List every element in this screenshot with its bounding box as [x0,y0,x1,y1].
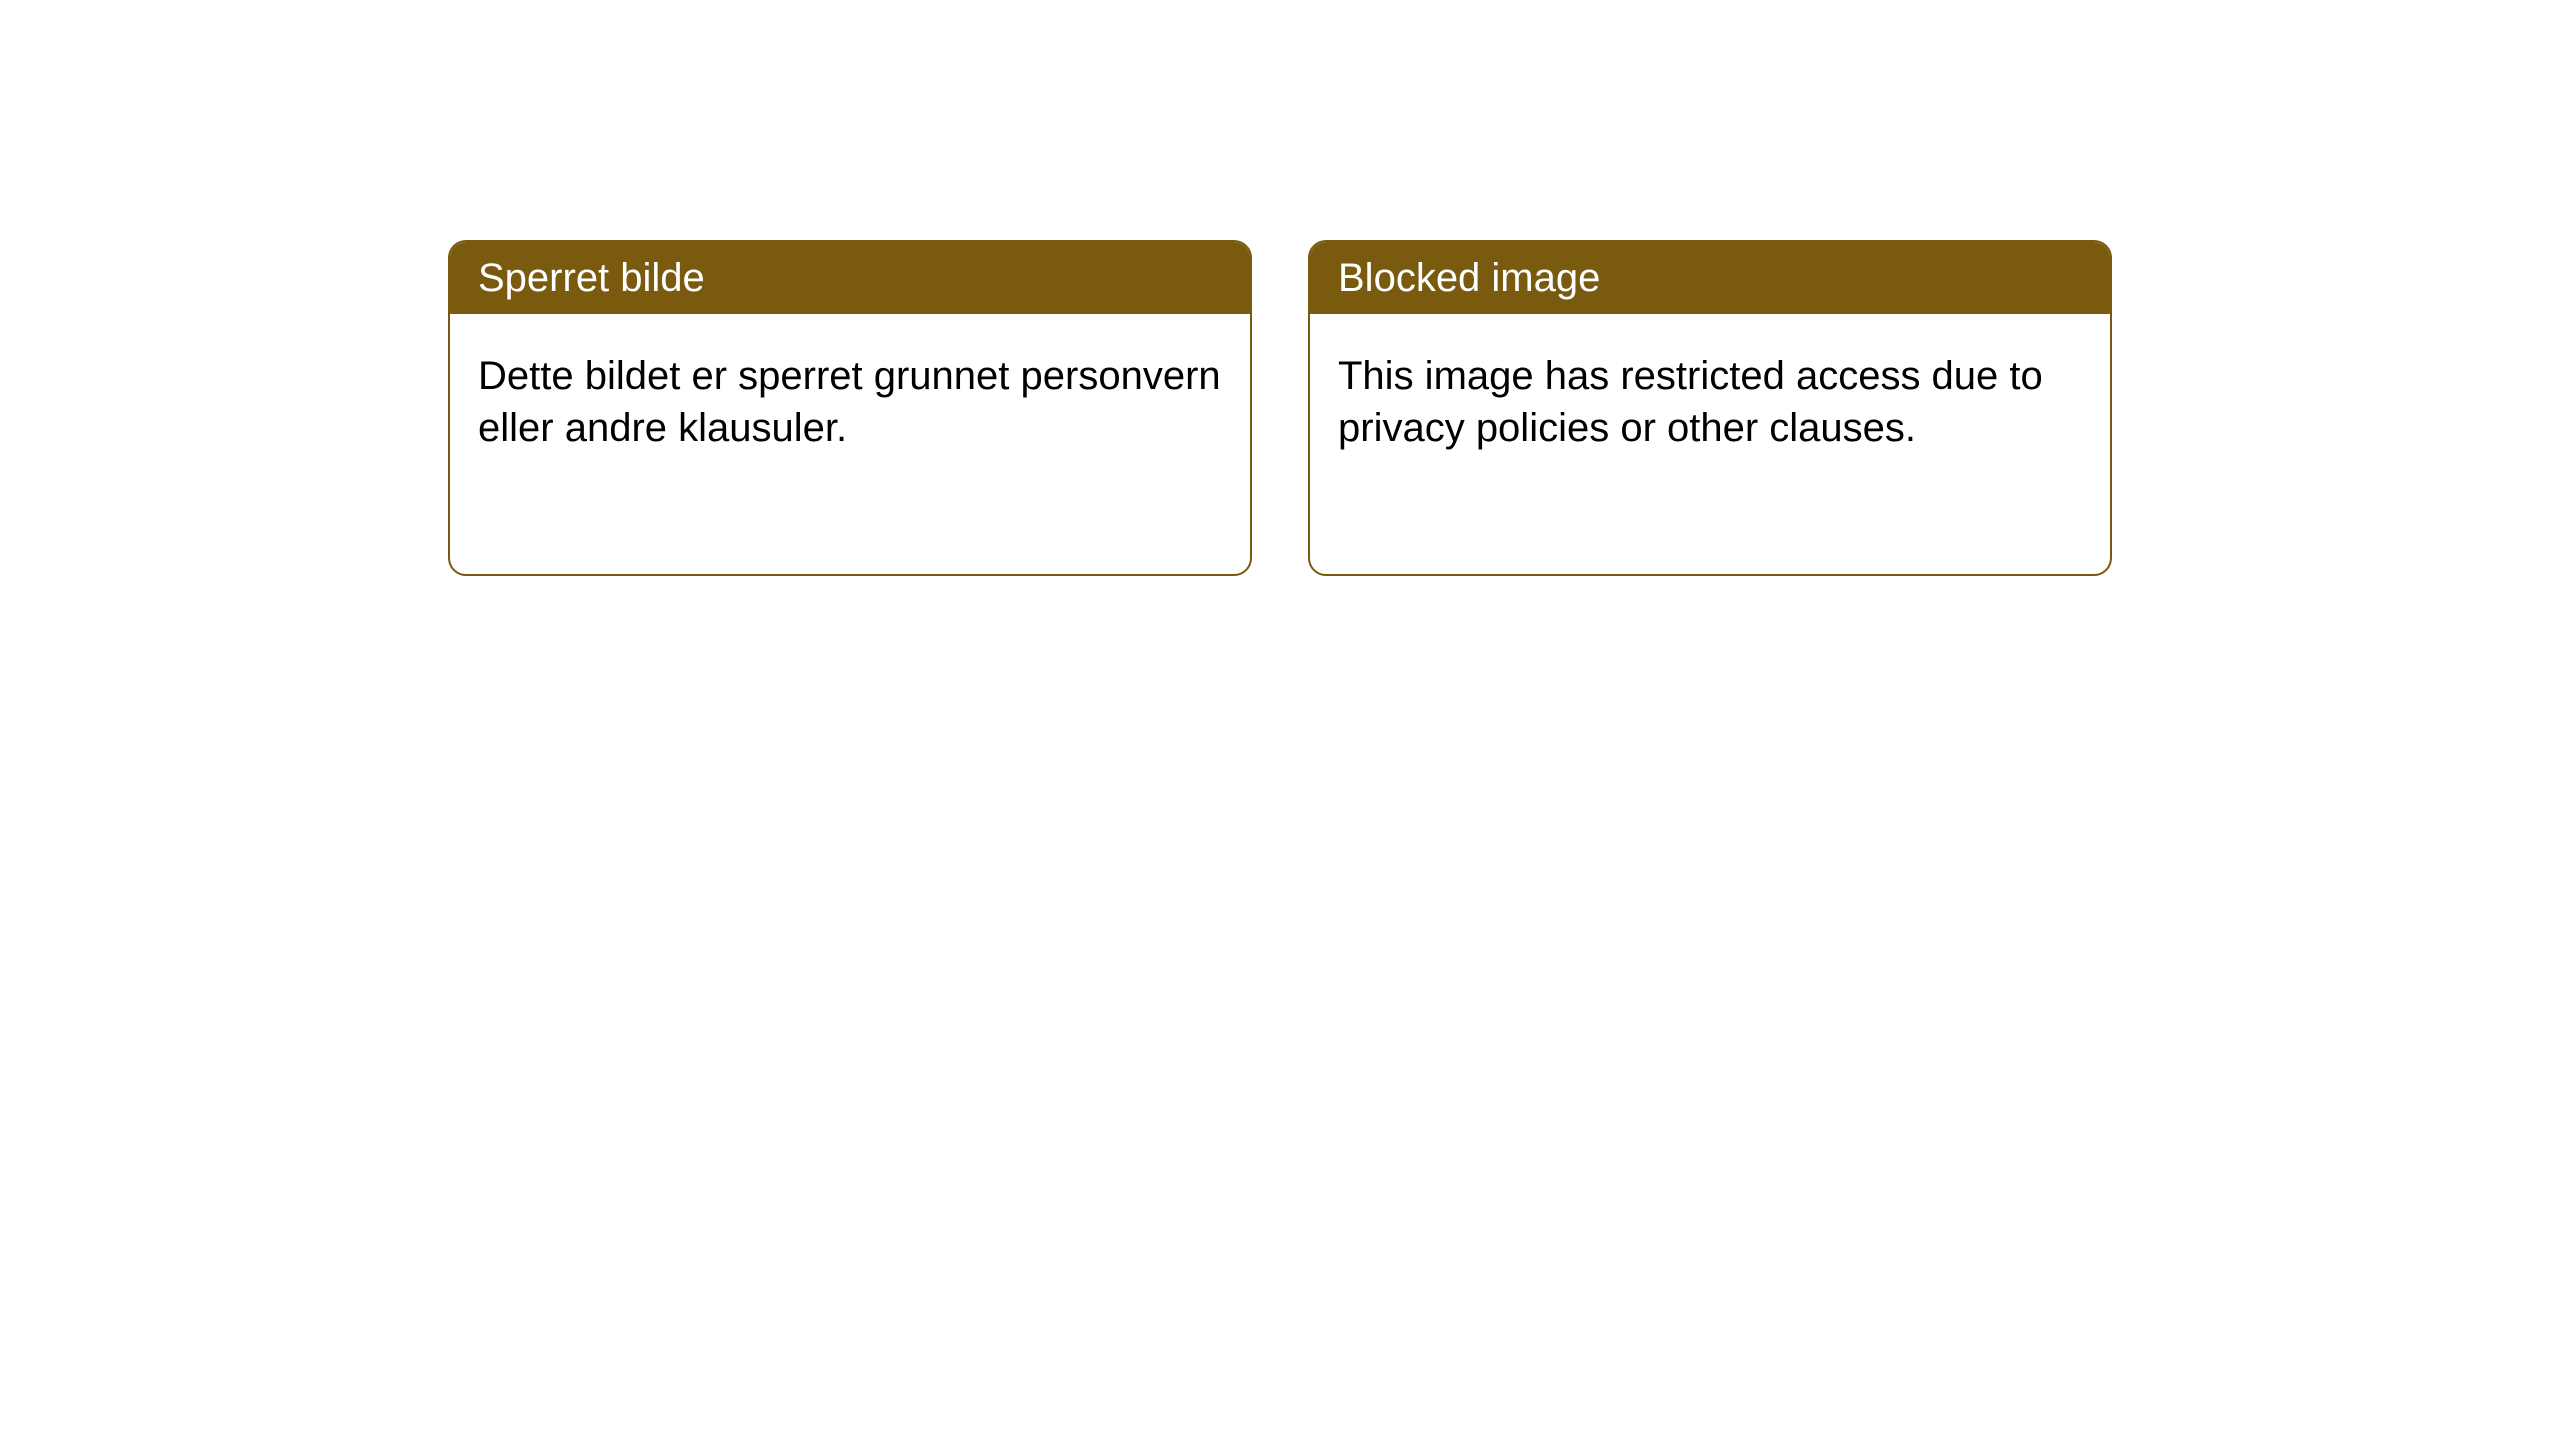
notice-body: Dette bildet er sperret grunnet personve… [450,314,1250,490]
notice-title: Sperret bilde [450,242,1250,314]
notice-container: Sperret bilde Dette bildet er sperret gr… [0,0,2560,576]
notice-title: Blocked image [1310,242,2110,314]
notice-card-english: Blocked image This image has restricted … [1308,240,2112,576]
notice-body: This image has restricted access due to … [1310,314,2110,490]
notice-card-norwegian: Sperret bilde Dette bildet er sperret gr… [448,240,1252,576]
